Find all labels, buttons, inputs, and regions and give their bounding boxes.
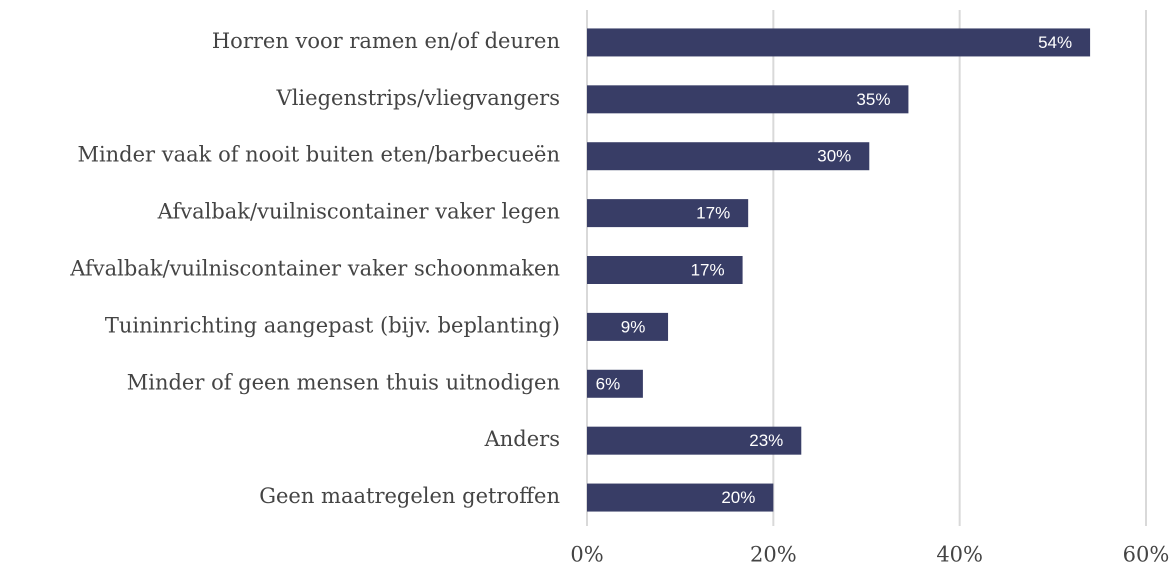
category-label: Afvalbak/vuilniscontainer vaker legen (157, 200, 560, 224)
bar (587, 142, 870, 171)
bar (587, 256, 743, 284)
x-tick-label: 0% (570, 543, 603, 567)
category-label: Minder vaak of nooit buiten eten/barbecu… (77, 143, 560, 167)
bar (587, 85, 909, 114)
value-label: 20% (721, 488, 755, 507)
value-label: 6% (596, 374, 621, 393)
value-label: 30% (817, 147, 851, 166)
x-tick-label: 20% (750, 543, 797, 567)
bar (587, 28, 1091, 57)
category-label: Anders (484, 427, 560, 451)
x-tick-label: 40% (936, 543, 983, 567)
value-label: 17% (691, 260, 725, 279)
category-label: Tuininrichting aangepast (bijv. beplanti… (105, 313, 560, 337)
value-label: 23% (749, 431, 783, 450)
category-label: Horren voor ramen en/of deuren (212, 29, 560, 53)
bar (587, 483, 774, 512)
value-label: 9% (621, 317, 646, 336)
value-label: 54% (1038, 33, 1072, 52)
category-label: Minder of geen mensen thuis uitnodigen (127, 370, 560, 394)
bar (587, 312, 669, 341)
category-label: Afvalbak/vuilniscontainer vaker schoonma… (69, 257, 560, 281)
category-label: Geen maatregelen getroffen (259, 484, 560, 508)
category-label: Vliegenstrips/vliegvangers (276, 86, 560, 110)
bar (587, 426, 802, 455)
bar (587, 199, 749, 228)
value-label: 35% (856, 90, 890, 109)
x-tick-label: 60% (1123, 543, 1170, 567)
bar (587, 369, 643, 398)
value-label: 17% (696, 204, 730, 223)
